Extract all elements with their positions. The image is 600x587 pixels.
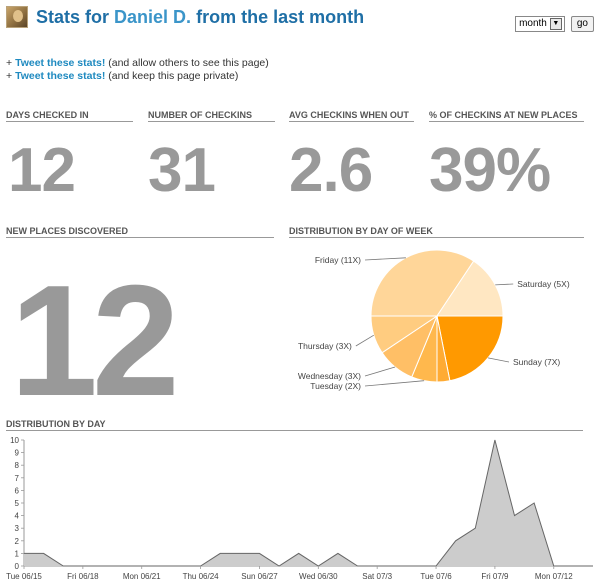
number-of-checkins-value: 31: [148, 136, 216, 205]
days-checked-in-label: DAYS CHECKED IN: [6, 110, 133, 122]
avg-checkins-value: 2.6: [289, 136, 373, 205]
range-select[interactable]: month ▼: [515, 16, 565, 32]
tweet-public-link[interactable]: Tweet these stats!: [15, 57, 106, 69]
x-tick-label: Tue 06/15: [6, 572, 42, 581]
days-checked-in-value: 12: [8, 136, 76, 205]
pie-slice-label: Sunday (7X): [513, 357, 560, 367]
y-tick-label: 2: [15, 537, 20, 546]
y-tick-label: 10: [10, 436, 19, 445]
pie-leader-line: [495, 283, 514, 286]
number-of-checkins-label: NUMBER OF CHECKINS: [148, 110, 275, 122]
pie-chart-title: DISTRIBUTION BY DAY OF WEEK: [289, 226, 584, 238]
tweet-private-link[interactable]: Tweet these stats!: [15, 70, 106, 82]
area-fill: [24, 440, 593, 566]
pie-slice-label: Wednesday (3X): [298, 371, 361, 381]
range-select-value: month: [519, 18, 547, 29]
tweet-prefix: +: [6, 70, 13, 82]
x-tick-label: Sat 07/3: [362, 572, 392, 581]
tweet-links: + Tweet these stats! (and allow others t…: [6, 57, 269, 83]
x-tick-label: Thu 06/24: [183, 572, 220, 581]
tweet-private-note: (and keep this page private): [108, 70, 239, 82]
avatar[interactable]: [6, 6, 28, 28]
title-suffix: from the last month: [196, 7, 365, 27]
pie-leader-line: [364, 366, 396, 377]
page-title: Stats for Daniel D. from the last month: [36, 7, 364, 28]
pie-slice-label: Saturday (5X): [517, 279, 570, 289]
go-button[interactable]: go: [570, 16, 594, 32]
pie-leader-line: [364, 380, 425, 387]
page-header: Stats for Daniel D. from the last month …: [6, 6, 596, 32]
x-tick-label: Mon 06/21: [123, 572, 161, 581]
x-tick-label: Fri 06/18: [67, 572, 99, 581]
distribution-by-day-chart: 0 1 2 3 4 5 6 7 8 9 10 Tue 06/15 Fri 06/18 Mon 06/21 T…: [6, 436, 593, 581]
x-tick-label: Fri 07/9: [481, 572, 509, 581]
new-places-label: NEW PLACES DISCOVERED: [6, 226, 274, 238]
tweet-prefix: +: [6, 57, 13, 69]
x-tick-label: Tue 07/6: [420, 572, 452, 581]
y-tick-label: 8: [15, 461, 20, 470]
area-chart-title: DISTRIBUTION BY DAY: [6, 419, 583, 431]
tweet-public-row: + Tweet these stats! (and allow others t…: [6, 57, 269, 70]
pie-leader-line: [355, 334, 375, 347]
y-tick-label: 4: [15, 512, 20, 521]
y-tick-label: 5: [15, 499, 20, 508]
pie-slice-label: Tuesday (2X): [310, 381, 361, 391]
avg-checkins-label: AVG CHECKINS WHEN OUT: [289, 110, 414, 122]
pct-new-places-label: % OF CHECKINS AT NEW PLACES: [429, 110, 584, 122]
tweet-private-row: + Tweet these stats! (and keep this page…: [6, 70, 269, 83]
x-tick-label: Wed 06/30: [299, 572, 338, 581]
y-tick-label: 0: [15, 562, 20, 571]
y-tick-label: 7: [15, 474, 20, 483]
pie-slice-label: Friday (11X): [315, 255, 361, 265]
user-name-link[interactable]: Daniel D.: [114, 7, 192, 27]
tweet-public-note: (and allow others to see this page): [108, 57, 269, 69]
y-tick-label: 1: [15, 549, 20, 558]
y-tick-label: 3: [15, 524, 20, 533]
new-places-value: 12: [10, 253, 180, 429]
x-tick-label: Sun 06/27: [241, 572, 278, 581]
title-prefix: Stats for: [36, 7, 110, 27]
day-of-week-pie-chart: Sunday (7X) Tuesday (2X)Wednesday (3X) Thu…: [298, 249, 570, 391]
chevron-down-icon[interactable]: ▼: [549, 18, 562, 30]
y-tick-label: 9: [15, 449, 20, 458]
x-tick-label: Mon 07/12: [535, 572, 573, 581]
pie-slice-label: Thursday (3X): [298, 341, 352, 351]
pie-leader-line: [364, 257, 406, 261]
range-controls: month ▼ go: [515, 16, 594, 32]
area-line: [24, 439, 593, 567]
pie-leader-line: [487, 357, 510, 363]
pct-new-places-value: 39%: [429, 136, 551, 205]
y-tick-label: 6: [15, 486, 20, 495]
